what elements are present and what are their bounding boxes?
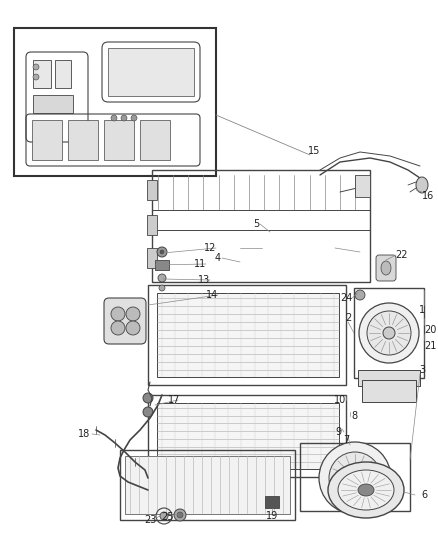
Bar [147,215,157,235]
Text: 15: 15 [308,146,320,156]
Ellipse shape [126,321,140,335]
Ellipse shape [111,321,125,335]
Bar [33,60,51,88]
Text: 10: 10 [334,395,346,405]
FancyBboxPatch shape [376,255,396,281]
Ellipse shape [33,74,39,80]
Ellipse shape [131,115,137,121]
Bar [155,260,169,270]
Text: 22: 22 [396,250,408,260]
Ellipse shape [160,250,164,254]
Bar [120,450,295,520]
Ellipse shape [159,285,165,291]
Ellipse shape [143,407,153,417]
Ellipse shape [160,512,168,520]
Text: 1: 1 [419,305,425,315]
Ellipse shape [121,115,127,121]
Text: 21: 21 [424,341,436,351]
Ellipse shape [157,247,167,257]
Bar [355,175,370,197]
Text: 20: 20 [424,325,436,335]
Bar [125,456,290,514]
Bar [32,120,62,160]
Ellipse shape [33,64,39,70]
Bar [33,95,73,113]
Text: 17: 17 [168,395,180,405]
Ellipse shape [381,261,391,275]
Ellipse shape [111,115,117,121]
Bar [354,288,424,378]
Bar [157,293,339,377]
Ellipse shape [329,452,381,504]
Text: 25: 25 [162,512,174,522]
Bar [14,28,216,176]
Bar [140,120,170,160]
Text: 11: 11 [194,259,206,269]
Text: 7: 7 [343,435,349,445]
Bar [148,395,346,477]
Bar [157,403,339,469]
Ellipse shape [143,393,153,403]
Bar [300,443,410,511]
Ellipse shape [383,327,395,339]
Ellipse shape [416,177,428,193]
Bar [108,48,194,96]
Text: 6: 6 [421,490,427,500]
Ellipse shape [367,311,411,355]
Ellipse shape [319,442,391,514]
Bar [358,370,420,386]
Bar [104,120,134,160]
Text: 19: 19 [266,511,278,521]
Bar [68,120,98,160]
Ellipse shape [338,470,394,510]
Bar [148,285,346,385]
Bar [265,496,279,508]
Text: 23: 23 [144,515,156,525]
Text: 9: 9 [335,427,341,437]
Ellipse shape [111,307,125,321]
Text: 4: 4 [215,253,221,263]
Text: 8: 8 [351,411,357,421]
Text: 18: 18 [78,429,90,439]
Ellipse shape [328,462,404,518]
Ellipse shape [358,484,374,496]
Text: 13: 13 [198,275,210,285]
Text: 2: 2 [345,313,351,323]
Text: 12: 12 [204,243,216,253]
Ellipse shape [158,274,166,282]
Bar [362,380,416,402]
Ellipse shape [348,471,362,485]
Bar [147,180,157,200]
Bar [152,170,370,282]
Text: 24: 24 [340,293,352,303]
Text: 3: 3 [419,365,425,375]
Bar [55,60,71,88]
Ellipse shape [177,512,183,518]
Text: 14: 14 [206,290,218,300]
Bar [147,248,157,268]
Ellipse shape [359,303,419,363]
Ellipse shape [355,290,365,300]
Text: 5: 5 [253,219,259,229]
FancyBboxPatch shape [104,298,146,344]
Text: 16: 16 [422,191,434,201]
Ellipse shape [126,307,140,321]
Ellipse shape [174,509,186,521]
